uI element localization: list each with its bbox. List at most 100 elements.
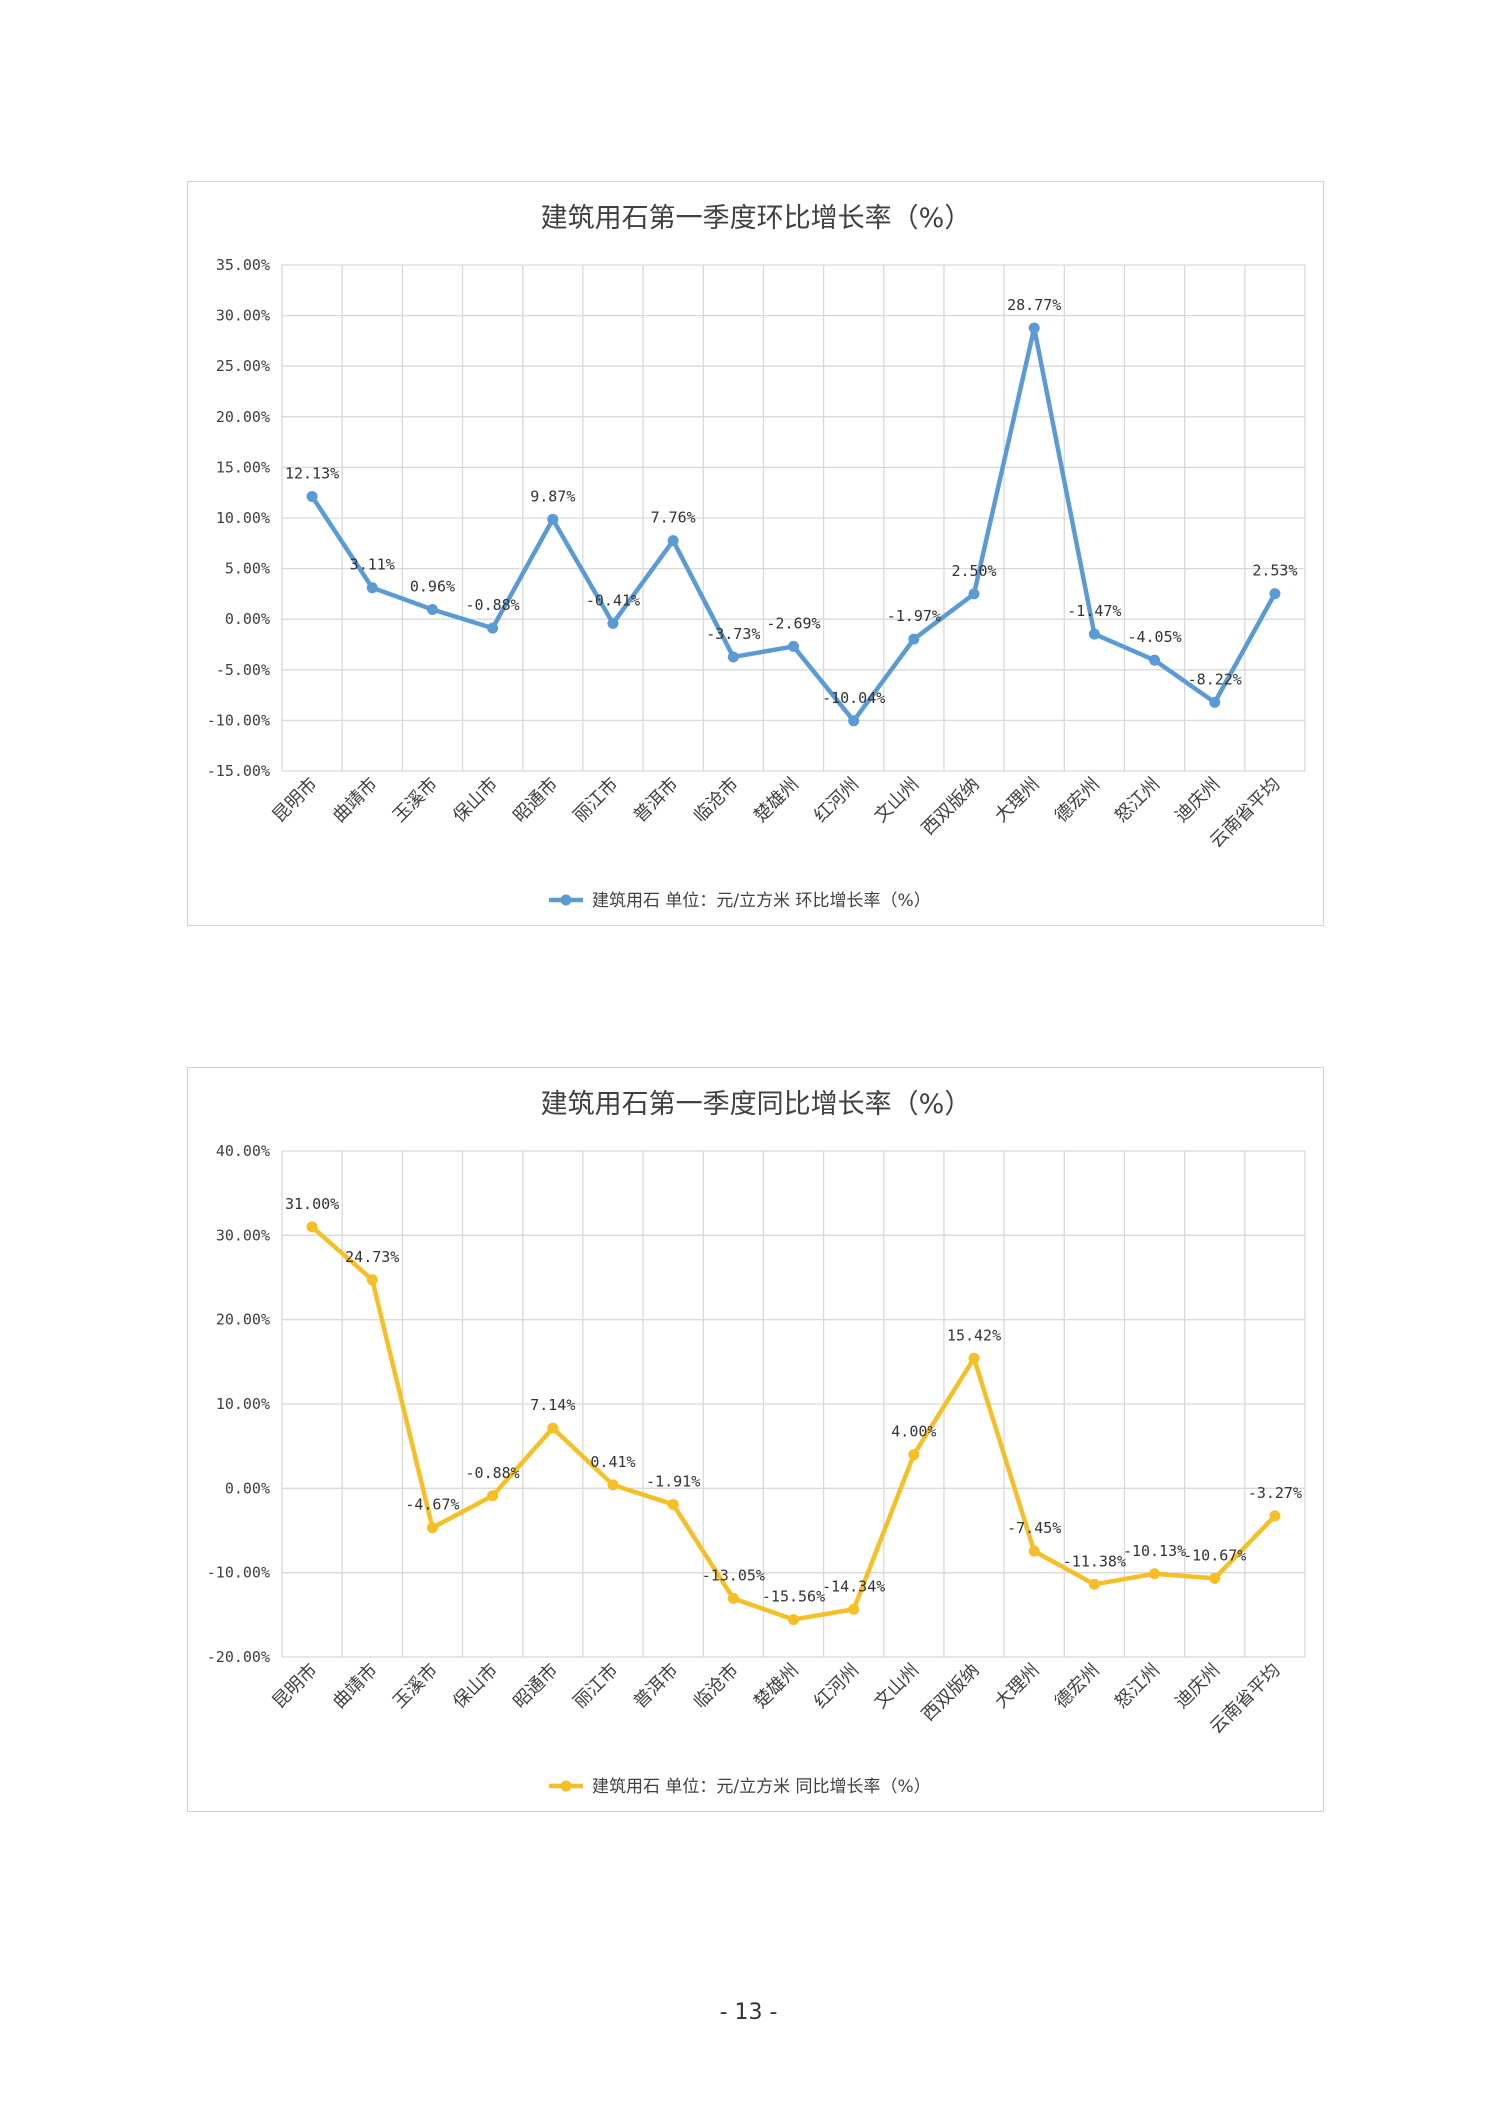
y-tick-label: 20.00% — [216, 408, 270, 426]
data-label: 15.42% — [947, 1326, 1001, 1344]
y-tick-label: 25.00% — [216, 357, 270, 375]
data-point — [1028, 1545, 1040, 1557]
x-category-label: 丽江市 — [569, 774, 622, 827]
chart-month-on-month: 建筑用石第一季度环比增长率（%） 35.00% 30.00% 25.00% 20.00%… — [187, 181, 1324, 926]
x-category-label: 西双版纳 — [918, 1660, 984, 1726]
x-category-label: 保山市 — [449, 1660, 502, 1713]
x-category-label: 文山州 — [870, 774, 923, 827]
data-point — [667, 535, 679, 547]
x-category-label: 昆明市 — [269, 1660, 322, 1713]
data-label: 2.53% — [1252, 562, 1297, 580]
data-point — [607, 617, 619, 629]
data-label: 7.14% — [530, 1396, 575, 1414]
x-category-label: 曲靖市 — [329, 1660, 382, 1713]
x-category-label: 迪庆州 — [1171, 774, 1224, 827]
y-tick-label: 0.00% — [225, 610, 270, 628]
data-point — [366, 1274, 378, 1286]
x-category-label: 昆明市 — [269, 774, 322, 827]
data-point — [968, 588, 980, 600]
data-point — [908, 633, 920, 645]
legend-label: 建筑用石 单位：元/立方米 同比增长率（%） — [592, 1777, 931, 1797]
data-point — [667, 1498, 679, 1510]
y-tick-label: 10.00% — [216, 1395, 270, 1413]
data-point — [487, 1490, 499, 1502]
x-category-label: 昭通市 — [509, 774, 562, 827]
data-label: -13.05% — [702, 1566, 765, 1584]
y-tick-label: 30.00% — [216, 1226, 270, 1244]
data-label: -8.22% — [1188, 670, 1242, 688]
data-label: -7.45% — [1007, 1519, 1061, 1537]
x-category-label: 普洱市 — [630, 774, 683, 827]
data-label: -10.67% — [1183, 1546, 1246, 1564]
data-label: -3.27% — [1248, 1484, 1302, 1502]
y-tick-label: -10.00% — [207, 711, 270, 729]
data-point — [788, 1614, 799, 1626]
x-category-label: 玉溪市 — [389, 1660, 442, 1713]
x-category-label: 怒江州 — [1111, 774, 1164, 827]
x-category-label: 迪庆州 — [1171, 1660, 1224, 1713]
data-point — [547, 1422, 559, 1434]
series-line — [309, 325, 1278, 724]
data-label: -4.05% — [1127, 628, 1181, 646]
x-category-label: 大理州 — [991, 774, 1044, 827]
data-point — [1088, 628, 1100, 640]
legend-marker — [560, 894, 572, 906]
y-tick-label: -15.00% — [207, 762, 270, 780]
data-point — [1028, 322, 1040, 334]
chart-title: 建筑用石第一季度同比增长率（%） — [541, 1089, 972, 1120]
y-tick-label: 5.00% — [225, 560, 270, 578]
y-tick-label: 20.00% — [216, 1311, 270, 1329]
chart-year-on-year: 建筑用石第一季度同比增长率（%） 40.00% 30.00% 20.00% 10.00%… — [187, 1067, 1324, 1812]
legend: 建筑用石 单位：元/立方米 环比增长率（%） — [549, 891, 931, 911]
data-point — [426, 1522, 438, 1534]
data-label: -15.56% — [762, 1588, 825, 1606]
x-category-label: 昭通市 — [509, 1660, 562, 1713]
x-category-label: 临沧市 — [690, 1660, 743, 1713]
page-number: - 13 - — [719, 2000, 778, 2025]
data-label: -10.13% — [1123, 1542, 1186, 1560]
data-point — [306, 490, 318, 502]
series-line — [309, 1224, 1278, 1622]
data-label: -2.69% — [766, 614, 820, 632]
data-label: -3.73% — [706, 625, 760, 643]
data-point — [1209, 1572, 1221, 1584]
data-point — [908, 1449, 920, 1461]
data-point — [788, 640, 799, 652]
x-category-label: 德宏州 — [1051, 774, 1104, 827]
data-point — [1149, 654, 1161, 666]
data-point — [727, 651, 739, 663]
data-label: -1.47% — [1067, 602, 1121, 620]
y-tick-label: 15.00% — [216, 458, 270, 476]
data-point — [366, 582, 378, 594]
data-label: 0.41% — [590, 1453, 635, 1471]
data-label: -0.88% — [466, 596, 520, 614]
data-label: 12.13% — [285, 464, 339, 482]
data-label: 3.11% — [350, 556, 395, 574]
data-point — [487, 622, 499, 634]
x-category-label: 丽江市 — [569, 1660, 622, 1713]
x-category-label: 玉溪市 — [389, 774, 442, 827]
y-tick-label: 30.00% — [216, 307, 270, 325]
chart-svg-year-on-year: 建筑用石第一季度同比增长率（%） 40.00% 30.00% 20.00% 10.00%… — [207, 1089, 1306, 1797]
data-point — [1209, 696, 1221, 708]
data-point — [1269, 1510, 1281, 1522]
data-label: -14.34% — [822, 1577, 885, 1595]
x-category-label: 普洱市 — [630, 1660, 683, 1713]
y-tick-label: 10.00% — [216, 509, 270, 527]
data-point — [607, 1479, 619, 1491]
data-label: -1.97% — [887, 607, 941, 625]
data-label: -10.04% — [822, 689, 885, 707]
y-tick-label: 0.00% — [225, 1479, 270, 1497]
data-label: 2.50% — [951, 562, 996, 580]
y-tick-label: -10.00% — [207, 1564, 270, 1582]
data-point — [968, 1352, 980, 1364]
y-tick-label: 35.00% — [216, 256, 270, 274]
x-category-label: 大理州 — [991, 1660, 1044, 1713]
data-point — [547, 513, 559, 525]
data-label: 0.96% — [410, 577, 455, 595]
data-point — [848, 715, 860, 727]
legend: 建筑用石 单位：元/立方米 同比增长率（%） — [549, 1777, 931, 1797]
chart-svg-month-on-month: 建筑用石第一季度环比增长率（%） 35.00% 30.00% 25.00% 20.00%… — [207, 203, 1306, 911]
data-label: -11.38% — [1063, 1552, 1126, 1570]
x-category-label: 西双版纳 — [918, 774, 984, 840]
